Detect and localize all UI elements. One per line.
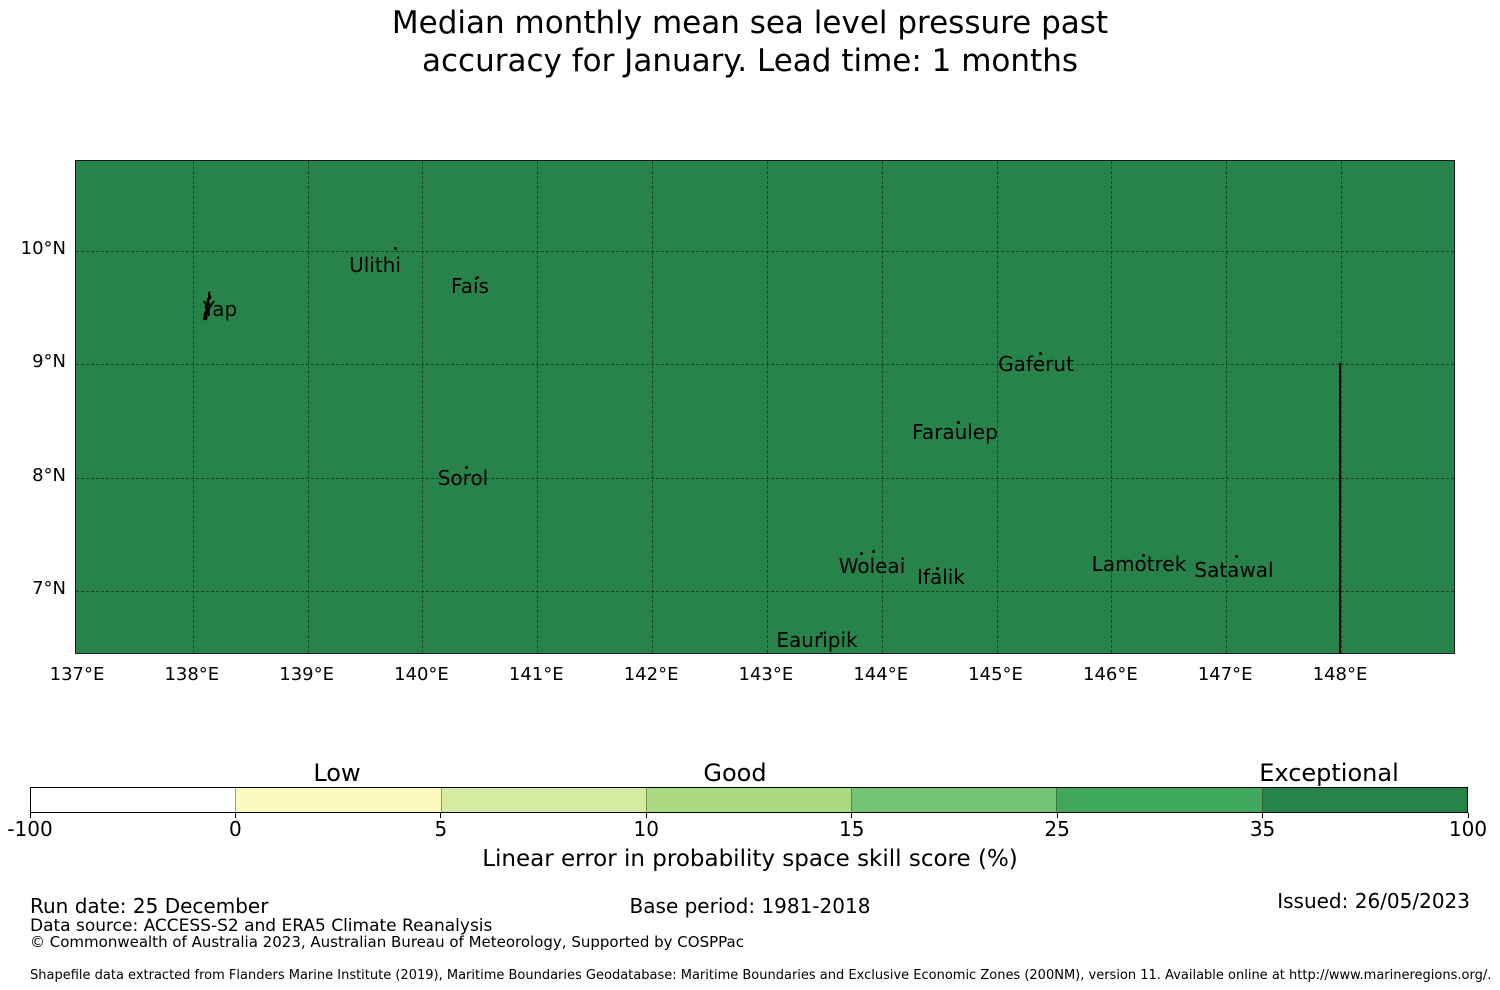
island-label-lamotrek: Lamotrek: [1091, 552, 1187, 576]
map-plot-area: [75, 160, 1455, 654]
y-tick-label: 7°N: [32, 577, 66, 599]
faraulep-location-dot: [956, 420, 960, 424]
island-label-faraulep: Faraulep: [912, 420, 998, 444]
island-label-satawal: Satawal: [1194, 558, 1274, 582]
colorbar-segment-5-to-10: [440, 788, 646, 812]
x-tick-label: 142°E: [623, 664, 679, 685]
x-tick-label: 146°E: [1083, 664, 1138, 685]
colorbar-zone-label-low: Low: [313, 759, 361, 787]
colorbar-segment-10-to-15: [645, 788, 852, 812]
run-date-text: Run date: 25 December: [30, 894, 269, 918]
gaferut-location-dot: [1038, 351, 1042, 355]
colorbar-segment-35-to-100: [1261, 788, 1467, 812]
issued-date-text: Issued: 26/05/2023: [1277, 889, 1470, 913]
colorbar-tick: [234, 813, 236, 818]
parallel-gridline: [76, 364, 1454, 366]
chart-title-line1: Median monthly mean sea level pressure p…: [391, 5, 1109, 41]
x-tick-label: 144°E: [853, 664, 909, 685]
colorbar-zone-label-exceptional: Exceptional: [1259, 759, 1399, 787]
island-label-eauripik: Eauripik: [776, 628, 858, 652]
copyright-text: © Commonwealth of Australia 2023, Austra…: [30, 933, 744, 951]
eauripik-location-dot: [819, 631, 823, 635]
x-tick-label: 148°E: [1312, 664, 1368, 685]
base-period-text: Base period: 1981-2018: [629, 894, 871, 918]
colorbar-tick: [645, 813, 647, 818]
colorbar-tick: [851, 813, 853, 818]
island-label-fais: Fais: [451, 274, 489, 298]
y-tick-label: 8°N: [32, 464, 66, 486]
colorbar-tick: [1262, 813, 1264, 818]
maritime-boundary-line: [1339, 363, 1341, 653]
colorbar-zone-label-good: Good: [703, 759, 767, 787]
meridian-gridline: [192, 161, 194, 653]
island-label-ifalik: Ifalik: [917, 565, 965, 589]
x-tick-label: 139°E: [279, 664, 334, 685]
colorbar-axis-label: Linear error in probability space skill …: [482, 846, 1018, 872]
meridian-gridline: [652, 161, 654, 653]
sorol-location-dot: [464, 465, 468, 469]
island-label-ulithi: Ulithi: [349, 253, 401, 277]
colorbar-tick: [29, 813, 31, 818]
colorbar-tick: [1467, 813, 1469, 818]
colorbar-tick-label: 10: [633, 817, 659, 841]
meridian-gridline: [307, 161, 309, 653]
x-tick-label: 137°E: [49, 664, 105, 685]
meridian-gridline: [881, 161, 883, 653]
y-tick-label: 10°N: [20, 238, 66, 259]
colorbar-segment-0-to-5: [235, 788, 441, 812]
ifalik-location-dot: [935, 566, 939, 570]
colorbar-tick-label: -100: [7, 817, 53, 841]
y-tick-label: 9°N: [32, 351, 66, 373]
colorbar-segment-15-to-25: [851, 788, 1057, 812]
shapefile-note-text: Shapefile data extracted from Flanders M…: [30, 968, 1492, 983]
x-tick-label: 147°E: [1197, 664, 1253, 685]
chart-title-line2: accuracy for January. Lead time: 1 month…: [421, 43, 1078, 79]
colorbar-tick-label: 0: [229, 817, 242, 841]
meridian-gridline: [766, 161, 768, 653]
ulithi-location-dot: [393, 246, 397, 250]
colorbar: [30, 787, 1468, 813]
meridian-gridline: [1341, 161, 1343, 653]
yap-island-shape: [202, 291, 212, 321]
meridian-gridline: [1226, 161, 1228, 653]
colorbar-tick: [440, 813, 442, 818]
island-label-woleai: Woleai: [838, 554, 906, 578]
colorbar-tick-label: 15: [838, 817, 865, 841]
meridian-gridline: [537, 161, 539, 653]
parallel-gridline: [76, 477, 1454, 479]
satawal-location-dot: [1234, 554, 1238, 558]
colorbar-tick-label: 5: [434, 817, 448, 841]
x-tick-label: 141°E: [508, 664, 564, 685]
woleai-location-dot: [859, 551, 863, 555]
island-label-yap: Yap: [202, 297, 238, 321]
colorbar-tick-label: 25: [1044, 817, 1070, 841]
colorbar-segment-25-to-35: [1056, 788, 1262, 812]
colorbar-tick-label: 100: [1448, 817, 1488, 841]
x-tick-label: 145°E: [968, 664, 1023, 685]
meridian-gridline: [422, 161, 424, 653]
x-tick-label: 143°E: [738, 664, 794, 685]
colorbar-segment--100-to-0: [31, 788, 236, 812]
meridian-gridline: [996, 161, 998, 653]
island-label-sorol: Sorol: [437, 466, 489, 490]
x-tick-label: 138°E: [164, 664, 220, 685]
lamotrek-location-dot: [1141, 553, 1145, 557]
colorbar-tick: [1056, 813, 1058, 818]
woleai-location-dot: [871, 549, 875, 553]
meridian-gridline: [1111, 161, 1113, 653]
data-source-text: Data source: ACCESS-S2 and ERA5 Climate …: [30, 916, 493, 936]
colorbar-tick-label: 35: [1249, 817, 1276, 841]
x-tick-label: 140°E: [394, 664, 449, 685]
parallel-gridline: [76, 590, 1454, 592]
island-label-gaferut: Gaferut: [998, 352, 1074, 376]
parallel-gridline: [76, 251, 1454, 252]
fais-location-dot: [475, 275, 479, 279]
